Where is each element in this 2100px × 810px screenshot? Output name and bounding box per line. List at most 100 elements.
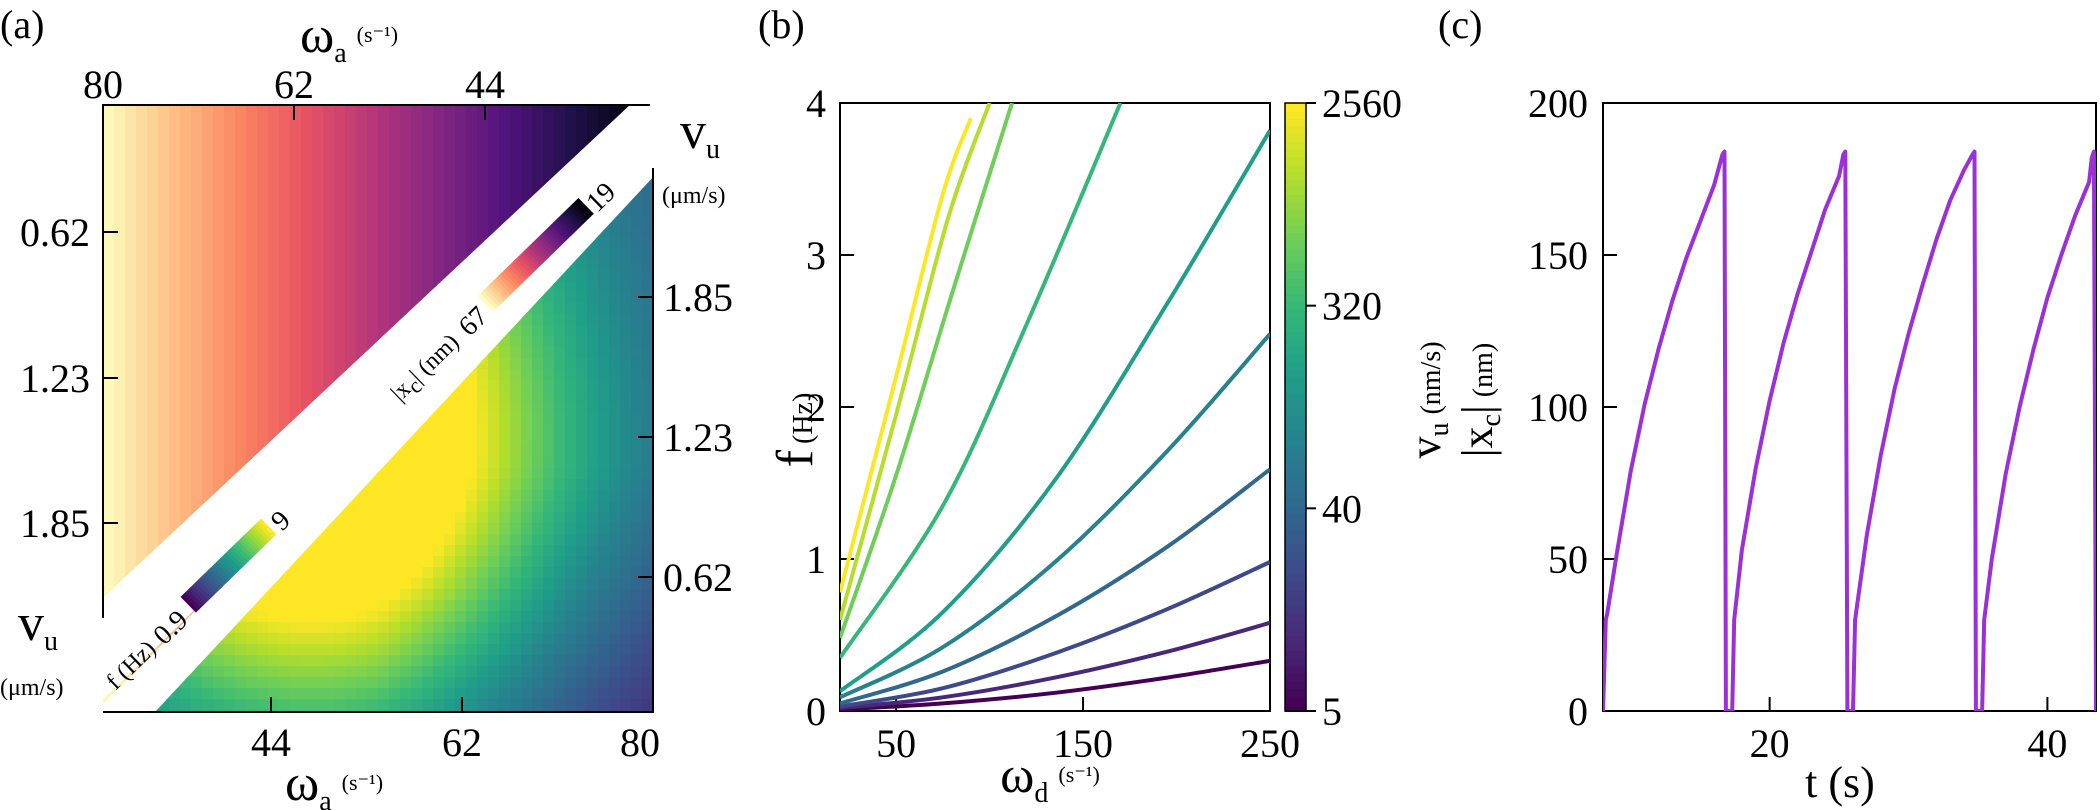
f-heatmap-cell (598, 237, 610, 249)
f-heatmap-cell (609, 314, 621, 326)
f-heatmap-cell (620, 369, 632, 381)
f-heatmap-cell (642, 578, 653, 590)
f-heatmap-cell (488, 402, 500, 414)
f-heatmap-cell (631, 688, 643, 700)
xc-colorbar-segment (540, 232, 559, 251)
f-heatmap-cell (532, 413, 544, 425)
f-heatmap-cell (400, 545, 412, 557)
f-heatmap-cell (466, 578, 478, 590)
f-heatmap-cell (455, 556, 467, 568)
f-heatmap-cell (565, 457, 577, 469)
f-heatmap-cell (576, 413, 588, 425)
f-heatmap-cell (422, 556, 434, 568)
f-heatmap-cell (455, 523, 467, 535)
f-heatmap-cell (609, 644, 621, 656)
f-heatmap-cell (422, 589, 434, 601)
f-heatmap-cell (268, 611, 280, 623)
f-heatmap-cell (642, 259, 653, 271)
f-heatmap-cell (455, 589, 467, 601)
f-heatmap-cell (587, 611, 599, 623)
f-heatmap-cell (642, 446, 653, 458)
f-heatmap-cell (433, 611, 445, 623)
f-heatmap-cell (488, 413, 500, 425)
f-heatmap-cell (422, 688, 434, 700)
f-heatmap-cell (510, 380, 522, 392)
f-heatmap-cell (235, 644, 247, 656)
y-tick-label: 0 (806, 689, 826, 734)
panel-b-line-chart: 50 150 250 0 1 2 3 4 f(Hz) ωd(s⁻¹) 5 40 320 2560 v… (767, 81, 1507, 809)
f-heatmap-cell (554, 424, 566, 436)
f-heatmap-cell (268, 633, 280, 645)
f-heatmap-cell (411, 699, 423, 711)
f-heatmap-cell (587, 556, 599, 568)
f-heatmap-cell (543, 336, 555, 348)
xc-colorbar-segment (520, 251, 539, 271)
f-heatmap-cell (620, 644, 632, 656)
f-heatmap-cell (411, 556, 423, 568)
f-heatmap-cell (631, 655, 643, 667)
f-heatmap-cell (543, 325, 555, 337)
f-heatmap-cell (532, 567, 544, 579)
xc-heatmap-cell (114, 105, 126, 705)
f-heatmap-cell (477, 699, 489, 711)
f-heatmap-cell (631, 259, 643, 271)
f-heatmap-cell (411, 622, 423, 634)
f-heatmap-cell (554, 666, 566, 678)
f-heatmap-cell (532, 611, 544, 623)
f-heatmap-cell (510, 666, 522, 678)
f-colorbar-segment (235, 540, 254, 559)
f-heatmap-cell (499, 468, 511, 480)
f-heatmap-cell (312, 556, 324, 568)
f-heatmap-cell (554, 545, 566, 557)
f-heatmap-cell (466, 677, 478, 689)
vu-colorbar-segment (1285, 201, 1306, 211)
y-tick-label: 1 (806, 537, 826, 582)
f-heatmap-cell (631, 204, 643, 216)
vu-colorbar-segment (1285, 574, 1306, 583)
f-heatmap-cell (620, 545, 632, 557)
vu-colorbar-segment (1285, 483, 1306, 492)
f-heatmap-cell (246, 677, 258, 689)
f-heatmap-cell (356, 655, 368, 667)
f-heatmap-cell (323, 600, 335, 612)
f-heatmap-cell (609, 358, 621, 370)
f-heatmap-cell (433, 633, 445, 645)
f-heatmap-cell (510, 347, 522, 359)
f-heatmap-cell (422, 622, 434, 634)
f-heatmap-cell (180, 688, 192, 700)
f-heatmap-cell (279, 699, 291, 711)
f-heatmap-cell (488, 501, 500, 513)
f-heatmap-cell (576, 292, 588, 304)
f-heatmap-cell (389, 655, 401, 667)
vu-colorbar-segment (1285, 224, 1306, 234)
f-heatmap-cell (356, 589, 368, 601)
f-heatmap-cell (565, 644, 577, 656)
f-heatmap-cell (598, 303, 610, 315)
f-heatmap-cell (609, 380, 621, 392)
f-heatmap-cell (191, 688, 203, 700)
f-heatmap-cell (543, 545, 555, 557)
f-heatmap-cell (565, 358, 577, 370)
vu-colorbar-segment (1285, 255, 1306, 264)
f-heatmap-cell (554, 567, 566, 579)
series-line-vu-160 (840, 129, 1270, 693)
f-heatmap-cell (521, 479, 533, 491)
colorbar-tick-label: 2560 (1322, 81, 1402, 126)
f-heatmap-cell (257, 622, 269, 634)
f-heatmap-cell (268, 655, 280, 667)
f-heatmap-cell (444, 490, 456, 502)
f-heatmap-cell (488, 699, 500, 711)
f-heatmap-cell (191, 677, 203, 689)
f-heatmap-cell (499, 556, 511, 568)
f-heatmap-cell (499, 633, 511, 645)
f-heatmap-cell (543, 457, 555, 469)
xc-heatmap-cell (136, 105, 148, 705)
vu-colorbar-segment (1285, 308, 1306, 317)
f-heatmap-cell (433, 457, 445, 469)
f-heatmap-cell (620, 226, 632, 238)
f-heatmap-cell (477, 655, 489, 667)
f-heatmap-cell (554, 655, 566, 667)
f-heatmap-cell (499, 622, 511, 634)
f-heatmap-cell (400, 611, 412, 623)
xc-colorbar-segment (538, 234, 557, 254)
